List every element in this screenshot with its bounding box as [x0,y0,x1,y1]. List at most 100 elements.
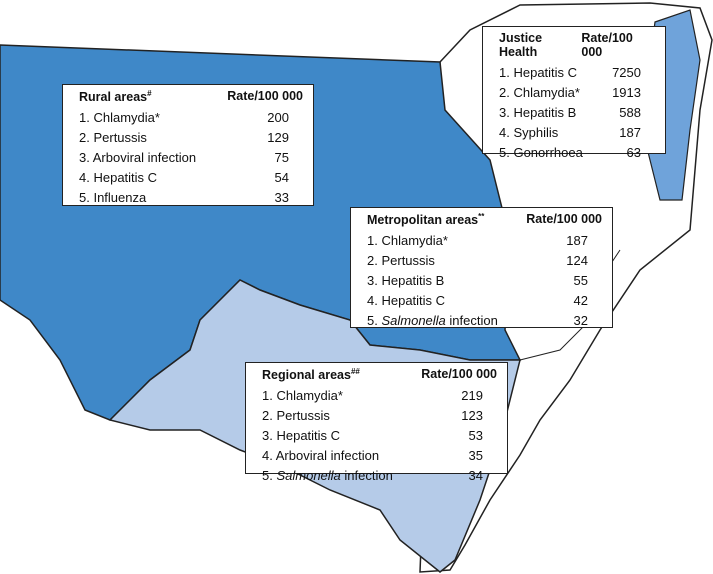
italic-name: Salmonella [381,312,446,328]
disease-name: Hepatitis C [381,292,446,308]
rate: 55 [573,272,588,288]
disease: 1. Chlamydia* [367,233,448,248]
rate: 124 [566,252,588,268]
rank: 3. [79,149,90,165]
table-row: 2. Pertussis 129 [79,127,303,147]
table-title: Justice Health [499,31,581,59]
disease-name: Gonorrhoea [513,144,583,160]
italic-name: Salmonella [276,467,341,483]
title-mark: # [147,89,152,98]
disease-name: Hepatitis C [276,427,341,443]
table-row: 4. Hepatitis C 54 [79,167,303,187]
rank: 1. [262,387,273,403]
rate-table: Metropolitan areas** Rate/100 000 1. Chlam… [350,207,613,328]
disease: 1. Chlamydia* [262,388,343,403]
rank: 4. [367,292,378,308]
title-text: Metropolitan areas [367,213,479,228]
disease: 4. Hepatitis C [79,170,157,185]
title-text: Justice Health [499,31,543,59]
rank: 4. [262,447,273,463]
table-row: 1. Hepatitis C 7250 [499,62,655,82]
rate: 75 [274,149,289,165]
disease-name: Arboviral infection [275,447,380,463]
rate-header: Rate/100 000 [227,89,303,103]
rank: 4. [79,169,90,185]
disease-name: Hepatitis B [381,272,445,288]
table-row: 3. Hepatitis B 55 [367,270,602,290]
rank: 5. [367,312,378,328]
table-row: 4. Arboviral infection 35 [262,445,497,465]
disease: 5. Influenza [79,190,146,205]
rank: 2. [499,84,510,100]
table-row: 5. Influenza 33 [79,187,303,207]
rank: 5. [262,467,273,483]
table-header: Metropolitan areas** Rate/100 000 [367,212,602,227]
disease: 2. Pertussis [79,130,147,145]
disease: 4. Arboviral infection [262,448,379,463]
rank: 4. [499,124,510,140]
disease: 1. Chlamydia* [79,110,160,125]
rate: 7250 [612,64,641,80]
rate: 588 [619,104,641,120]
rank: 3. [367,272,378,288]
rate-header: Rate/100 000 [421,367,497,381]
table-row: 2. Chlamydia* 1913 [499,82,655,102]
disease: 4. Hepatitis C [367,293,445,308]
rank: 1. [499,64,510,80]
table-row: 3. Hepatitis B 588 [499,102,655,122]
rank: 3. [499,104,510,120]
rank: 2. [262,407,273,423]
rate: 187 [619,124,641,140]
disease-name: Syphilis [513,124,559,140]
disease: 5. Salmonella infection [367,313,498,328]
title-mark: ## [350,367,360,376]
rate: 200 [267,109,289,125]
rate: 123 [461,407,483,423]
disease-name: Arboviral infection [92,149,197,165]
rate: 34 [468,467,483,483]
disease-name: Chlamydia* [276,387,343,403]
disease-name: Chlamydia* [93,109,160,125]
title-text: Rural areas [79,90,148,105]
table-title: Regional areas## [262,367,360,382]
rate-table: Regional areas## Rate/100 000 1. Chlamydia… [245,362,508,483]
table-header: Justice Health Rate/100 000 [499,31,655,59]
rank: 1. [79,109,90,125]
table-row: 1. Chlamydia* 219 [262,385,497,405]
disease-name: Pertussis [93,129,147,145]
disease-name: Pertussis [276,407,330,423]
table-title: Metropolitan areas** [367,212,484,227]
disease: 4. Syphilis [499,125,558,140]
table-row: 1. Chlamydia* 187 [367,230,602,250]
rate: 33 [274,189,289,205]
rate: 1913 [612,84,641,100]
rate-table: Justice Health Rate/100 000 1. Hepatitis C… [482,26,666,160]
rate: 129 [267,129,289,145]
rate: 53 [468,427,483,443]
rate: 219 [461,387,483,403]
rate: 32 [573,312,588,328]
disease: 3. Arboviral infection [79,150,196,165]
rate: 42 [573,292,588,308]
table-row: 2. Pertussis 124 [367,250,602,270]
rate-header: Rate/100 000 [581,31,633,59]
table-row: 4. Hepatitis C 42 [367,290,602,310]
table-row: 5. Gonorrhoea 63 [499,142,655,162]
table-row: 1. Chlamydia* 200 [79,107,303,127]
rate-table: Rural areas# Rate/100 000 1. Chlamydia* 200… [62,84,314,206]
disease-name: infection [449,312,498,328]
disease-name: Hepatitis C [93,169,158,185]
table-title: Rural areas# [79,89,152,104]
disease-name: Hepatitis B [513,104,577,120]
table-row: 5. Salmonella infection 34 [262,465,497,485]
rate: 187 [566,232,588,248]
disease-name: Hepatitis C [513,64,578,80]
rank: 5. [79,189,90,205]
disease: 2. Pertussis [367,253,435,268]
table-header: Regional areas## Rate/100 000 [262,367,497,382]
table-row: 4. Syphilis 187 [499,122,655,142]
disease: 2. Pertussis [262,408,330,423]
disease-name: infection [344,467,393,483]
rank: 2. [79,129,90,145]
